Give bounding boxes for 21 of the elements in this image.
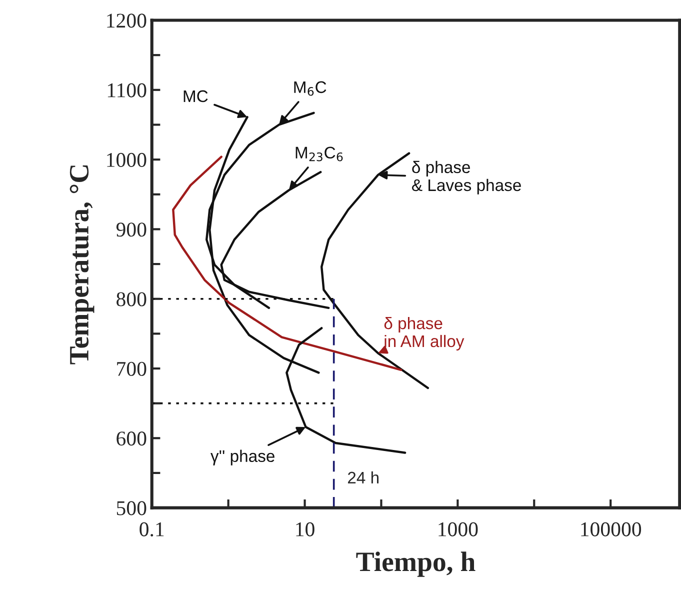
x-axis-title: Tiempo, h (356, 552, 476, 577)
y-tick-label: 900 (116, 222, 146, 237)
x-tick-label: 0.1 (140, 522, 164, 536)
y-tick-label: 1000 (107, 152, 146, 167)
x-tick-label: 100000 (581, 522, 642, 536)
annotation: MC (184, 90, 208, 102)
y-tick-label: 500 (116, 501, 146, 516)
annotation: 24 h (348, 471, 378, 484)
annotation: M$_{23}$C$_{6}$ (296, 146, 343, 162)
y-tick-label: 1100 (108, 83, 146, 98)
y-tick-label: 600 (116, 432, 146, 446)
x-tick-label: 1000 (438, 522, 478, 536)
annotation: δ phase & Laves phase (412, 160, 521, 194)
y-tick-label: 1200 (107, 14, 146, 28)
y-axis-title: Temperatura, °C (70, 165, 94, 364)
x-tick-label: 10 (296, 522, 314, 536)
annotation: M$_{6}$C (294, 81, 326, 96)
y-tick-label: 800 (116, 292, 146, 306)
annotation: γ'' phase (210, 450, 274, 466)
annotation: δ phase in AM alloy (384, 316, 464, 350)
y-tick-label: 700 (117, 362, 146, 376)
